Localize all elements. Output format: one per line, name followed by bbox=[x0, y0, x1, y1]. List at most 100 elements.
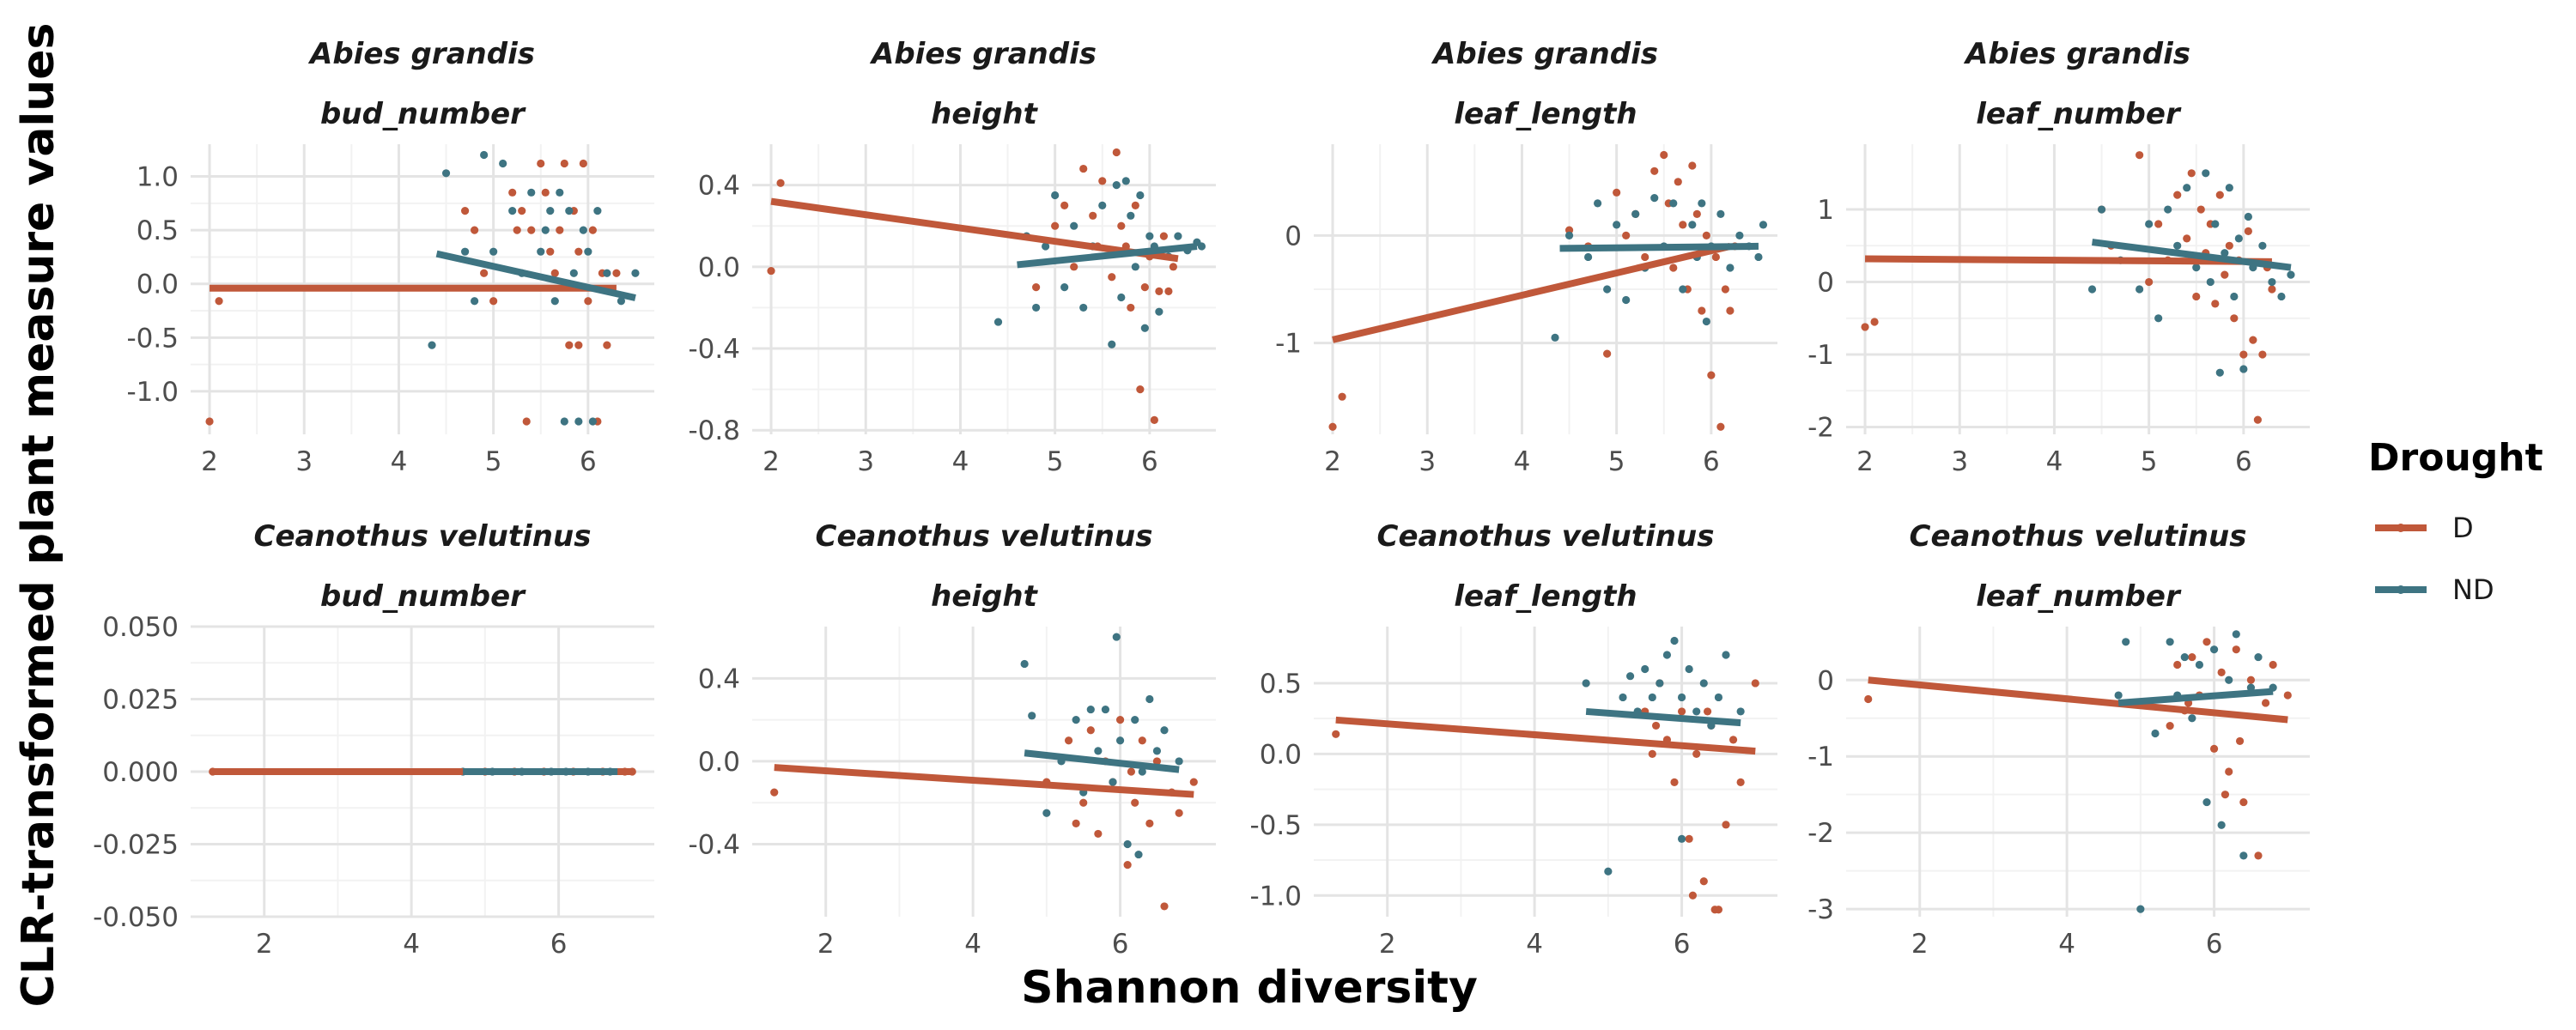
point-d bbox=[1603, 349, 1612, 358]
point-d bbox=[2211, 300, 2220, 308]
point-nd bbox=[2215, 368, 2224, 377]
panel-3: Abies grandis leaf_length 2 3 4 5 6 0 -1 bbox=[1275, 37, 1777, 477]
y-tick-label: -1.0 bbox=[127, 377, 179, 408]
x-axis-title: Shannon diversity bbox=[1021, 962, 1478, 1014]
point-nd bbox=[508, 207, 517, 215]
point-nd bbox=[1583, 252, 1593, 262]
y-tick-label: -0.5 bbox=[127, 323, 179, 354]
trend-line-nd bbox=[435, 250, 636, 301]
x-tick-label: 3 bbox=[1419, 446, 1436, 477]
point-d bbox=[215, 297, 223, 306]
point-d bbox=[2244, 227, 2252, 235]
point-nd bbox=[603, 269, 611, 277]
point-nd bbox=[1060, 283, 1069, 292]
point-d bbox=[1145, 819, 1154, 827]
point-nd bbox=[1051, 191, 1060, 200]
point-nd bbox=[1042, 242, 1050, 251]
point-nd bbox=[2277, 292, 2286, 301]
point-nd bbox=[1670, 636, 1679, 645]
panel-species-label: Abies grandis bbox=[1431, 37, 1658, 71]
x-tick-label: 6 bbox=[580, 446, 597, 477]
point-d bbox=[1079, 164, 1088, 173]
y-tick-label: -1 bbox=[1275, 329, 1302, 360]
point-nd bbox=[1716, 209, 1725, 218]
point-nd bbox=[1117, 293, 1126, 302]
point-d bbox=[2268, 285, 2276, 294]
point-d bbox=[1679, 221, 1687, 229]
point-nd bbox=[1138, 767, 1146, 776]
x-tick-label: 2 bbox=[1324, 446, 1341, 477]
point-nd bbox=[1685, 664, 1693, 674]
point-nd bbox=[2195, 660, 2204, 670]
point-nd bbox=[1648, 693, 1656, 702]
x-tick-label: 5 bbox=[2141, 446, 2158, 477]
panel-2: Abies grandis height 2 3 4 5 6 0.4 0.0 -0.4 -0.8 bbox=[689, 37, 1216, 477]
point-nd bbox=[2166, 638, 2174, 646]
point-nd bbox=[460, 247, 470, 256]
point-nd bbox=[2202, 169, 2210, 178]
point-nd bbox=[556, 188, 564, 197]
point-nd bbox=[1131, 716, 1139, 724]
point-d bbox=[508, 188, 517, 197]
point-d bbox=[1722, 821, 1730, 829]
y-tick-label: 0 bbox=[1817, 665, 1834, 696]
point-d bbox=[1707, 371, 1716, 379]
point-nd bbox=[1631, 209, 1640, 218]
point-d bbox=[1648, 749, 1656, 758]
point-nd bbox=[2202, 797, 2211, 807]
point-d bbox=[2261, 699, 2270, 707]
point-d bbox=[560, 159, 568, 168]
point-nd bbox=[1692, 707, 1701, 716]
y-tick-label: 0 bbox=[1285, 221, 1302, 251]
y-tick-label: -0.4 bbox=[689, 830, 741, 861]
point-d bbox=[1651, 721, 1661, 730]
x-tick-label: 4 bbox=[964, 929, 981, 960]
panel-measure-label: bud_number bbox=[320, 97, 526, 131]
point-nd bbox=[560, 417, 568, 426]
point-d bbox=[612, 269, 621, 277]
point-d bbox=[1155, 287, 1163, 295]
point-d bbox=[2232, 645, 2240, 654]
point-d bbox=[546, 247, 555, 256]
point-nd bbox=[588, 417, 597, 426]
x-tick-label: 4 bbox=[391, 446, 408, 477]
point-d bbox=[584, 297, 592, 306]
point-nd bbox=[1123, 839, 1132, 849]
panel-1: Abies grandis bud_number 2 3 4 5 6 1.0 0.5 0.0 -0.… bbox=[127, 37, 654, 477]
point-nd bbox=[1603, 285, 1612, 294]
point-d bbox=[767, 266, 775, 276]
point-d bbox=[471, 226, 479, 234]
trend-line-nd bbox=[2117, 688, 2274, 706]
point-d bbox=[2221, 791, 2230, 799]
point-d bbox=[2166, 722, 2174, 730]
panel-7: Ceanothus velutinus leaf_length 2 4 6 0.5 0.0 -… bbox=[1250, 519, 1777, 960]
point-d bbox=[1070, 263, 1078, 271]
x-tick-label: 6 bbox=[1141, 446, 1158, 477]
point-nd bbox=[527, 188, 536, 197]
point-nd bbox=[2192, 264, 2201, 272]
point-d bbox=[1728, 736, 1738, 744]
point-d bbox=[1064, 736, 1073, 745]
point-nd bbox=[2254, 652, 2263, 662]
point-d bbox=[1112, 148, 1121, 157]
point-nd bbox=[617, 297, 626, 306]
point-d bbox=[2136, 151, 2144, 160]
point-nd bbox=[1702, 317, 1710, 326]
point-nd bbox=[2122, 638, 2130, 646]
point-nd bbox=[428, 341, 436, 349]
y-tick-label: 0.5 bbox=[1260, 669, 1302, 700]
point-d bbox=[2246, 676, 2256, 684]
point-d bbox=[1692, 749, 1701, 758]
panel-5: Ceanothus velutinus bud_number 2 4 6 0.050 0.0… bbox=[93, 519, 654, 960]
point-nd bbox=[1175, 757, 1183, 766]
point-d bbox=[1622, 231, 1631, 240]
point-d bbox=[1870, 318, 1879, 326]
panel-species-label: Ceanothus velutinus bbox=[1910, 519, 2247, 554]
point-d bbox=[588, 226, 597, 234]
panel-measure-label: leaf_number bbox=[1976, 579, 2182, 614]
point-d bbox=[2235, 736, 2245, 746]
point-d bbox=[1864, 694, 1873, 704]
trend-line-nd bbox=[2092, 239, 2292, 271]
point-d bbox=[513, 226, 521, 234]
point-d bbox=[1138, 736, 1146, 745]
